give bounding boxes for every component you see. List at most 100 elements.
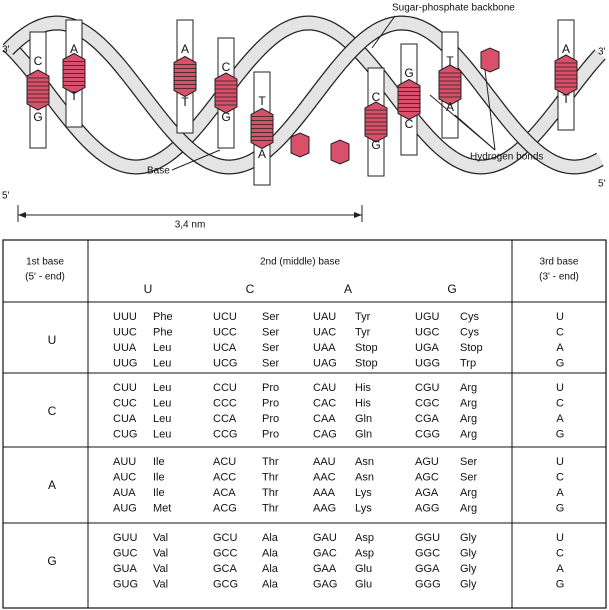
amino-acid: Lys: [355, 487, 372, 499]
amino-acid: Thr: [262, 471, 279, 483]
codon: GUU: [113, 532, 138, 544]
base-letter: T: [446, 54, 454, 68]
amino-acid: Gln: [355, 413, 372, 425]
amino-acid: Arg: [460, 487, 477, 499]
codon: GCA: [213, 563, 238, 575]
codon: ACA: [213, 487, 236, 499]
amino-acid: Thr: [262, 456, 279, 468]
amino-acid: Leu: [153, 428, 171, 440]
codon: UGC: [415, 326, 440, 338]
header-text: 1st base: [26, 257, 64, 268]
amino-acid: Glu: [355, 578, 372, 590]
dna-helix: C G A T A T C G T A C G G C T A A T Sugar-phosphate backbo…: [2, 3, 606, 231]
third-base: U: [556, 311, 564, 323]
codon: AAA: [313, 487, 336, 499]
header-text: C: [246, 282, 255, 296]
amino-acid: Arg: [460, 428, 477, 440]
dimension-label: 3,4 nm: [175, 220, 206, 231]
codon: GGG: [415, 578, 441, 590]
amino-acid: Stop: [355, 342, 378, 354]
third-base: A: [556, 487, 564, 499]
amino-acid: Thr: [262, 502, 279, 514]
codon: UUA: [113, 342, 137, 354]
amino-acid: Asp: [355, 532, 374, 544]
amino-acid: Ile: [153, 487, 165, 499]
third-base: C: [556, 547, 564, 559]
amino-acid: Ser: [262, 311, 279, 323]
third-base: U: [556, 532, 564, 544]
amino-acid: Tyr: [355, 311, 371, 323]
amino-acid: Gly: [460, 547, 477, 559]
third-base: G: [556, 502, 565, 514]
amino-acid: Ala: [262, 578, 279, 590]
amino-acid: Ser: [262, 342, 279, 354]
codon: CAA: [313, 413, 336, 425]
first-base: A: [48, 478, 56, 492]
amino-acid: Ser: [262, 326, 279, 338]
base-letter: T: [70, 89, 78, 103]
amino-acid: Phe: [153, 326, 173, 338]
third-base: C: [556, 326, 564, 338]
base-letter: G: [404, 66, 413, 80]
pointer: [371, 15, 396, 49]
hbonds-label: Hydrogen bonds: [470, 152, 543, 163]
third-base: U: [556, 382, 564, 394]
codon: UUC: [113, 326, 137, 338]
codon: UGA: [415, 342, 440, 354]
amino-acid: Ile: [153, 456, 165, 468]
codon: GCG: [213, 578, 238, 590]
backbone-label: Sugar-phosphate backbone: [392, 3, 515, 14]
base-letter: G: [33, 110, 42, 124]
codon: GUC: [113, 547, 138, 559]
codon: GGA: [415, 563, 440, 575]
codon: GAG: [313, 578, 337, 590]
codon: UCA: [213, 342, 237, 354]
amino-acid: Pro: [262, 397, 279, 409]
amino-acid: Ala: [262, 547, 279, 559]
amino-acid: Val: [153, 578, 168, 590]
table-border: [2, 239, 607, 609]
codon: UAC: [313, 326, 336, 338]
first-base: U: [48, 333, 57, 347]
third-base: C: [556, 397, 564, 409]
amino-acid: Val: [153, 563, 168, 575]
codon: AAC: [313, 471, 336, 483]
codon: UUU: [113, 311, 137, 323]
codon: UAA: [313, 342, 336, 354]
base-letter: A: [258, 147, 266, 161]
amino-acid: Gly: [460, 532, 477, 544]
codon: CUG: [113, 428, 137, 440]
amino-acid: Stop: [460, 342, 483, 354]
codon: UCG: [213, 357, 237, 369]
codon: UGU: [415, 311, 440, 323]
codon: GGU: [415, 532, 440, 544]
arrowhead: [18, 212, 26, 218]
amino-acid: Phe: [153, 311, 173, 323]
codon: AGA: [415, 487, 439, 499]
header-text: 3rd base: [540, 257, 579, 268]
header-text: A: [344, 282, 352, 296]
hydrogen-bond: [330, 139, 350, 165]
amino-acid: Leu: [153, 357, 171, 369]
amino-acid: Arg: [460, 413, 477, 425]
base-letter: C: [34, 54, 43, 68]
third-base: A: [556, 563, 564, 575]
backbone: [3, 16, 605, 174]
amino-acid: Arg: [460, 397, 477, 409]
codon: CCU: [213, 382, 237, 394]
pointer: [454, 114, 496, 151]
amino-acid: Ser: [460, 471, 477, 483]
base-letter: T: [258, 94, 266, 108]
codon: CCA: [213, 413, 237, 425]
amino-acid: Val: [153, 547, 168, 559]
amino-acid: Leu: [153, 397, 171, 409]
amino-acid: Ala: [262, 532, 279, 544]
base-letter: G: [371, 138, 380, 152]
codon: CUU: [113, 382, 137, 394]
header-text: G: [447, 282, 456, 296]
hydrogen-bond: [290, 132, 310, 158]
codon: AUC: [113, 471, 136, 483]
amino-acid: Stop: [355, 357, 378, 369]
amino-acid: Ser: [460, 456, 477, 468]
